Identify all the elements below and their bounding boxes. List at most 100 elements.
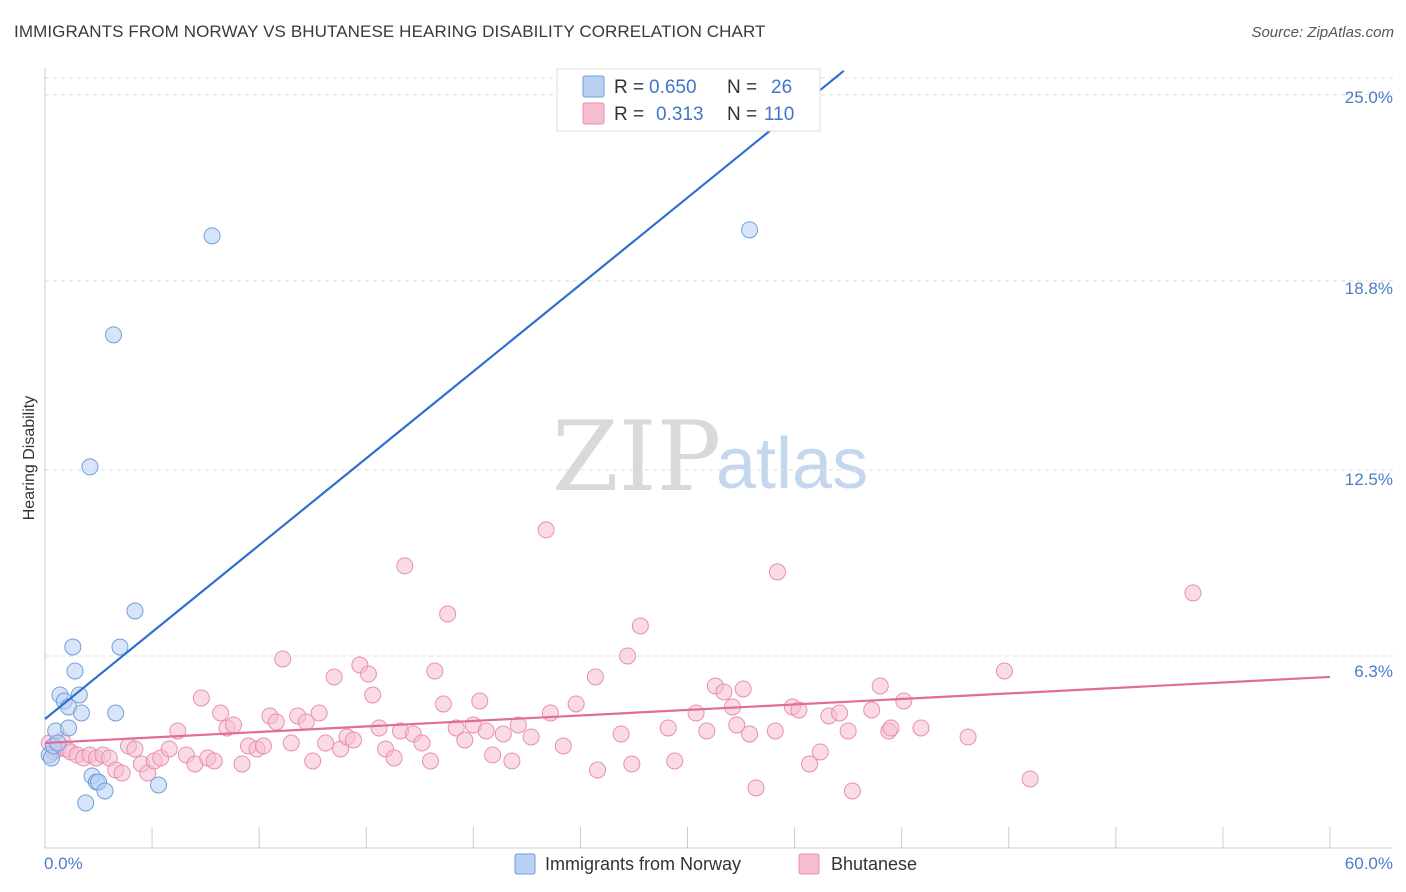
x-tick-label-min: 0.0% [44, 854, 83, 873]
bhutanese-point-42 [317, 734, 335, 752]
bhutanese-point-29 [224, 716, 242, 734]
legend-r-value-norway: 0.650 [649, 77, 697, 98]
bhutanese-point-91 [747, 779, 765, 797]
bhutanese-point-24 [192, 689, 210, 707]
bhutanese-point-79 [623, 755, 641, 773]
norway-point-25 [741, 221, 759, 239]
bhutanese-point-64 [471, 692, 489, 710]
norway-point-22 [126, 602, 144, 620]
norway-point-23 [150, 776, 168, 794]
bhutanese-point-86 [715, 683, 733, 701]
bottom-legend: Immigrants from Norway Bhutanese [514, 853, 917, 875]
bhutanese-point-78 [619, 647, 637, 665]
bhutanese-point-62 [456, 731, 474, 749]
watermark: ZIP atlas [552, 401, 868, 513]
bhutanese-point-102 [863, 701, 881, 719]
bhutanese-point-88 [728, 716, 746, 734]
bhutanese-point-101 [843, 782, 861, 800]
norway-points [40, 221, 759, 812]
norway-point-14 [81, 458, 99, 476]
watermark-zip: ZIP [552, 401, 721, 513]
bhutanese-point-108 [959, 728, 977, 746]
legend-n-label-bhutanese: N = [727, 104, 757, 125]
legend-n-value-bhutanese: 110 [764, 104, 794, 125]
y-tick-label-12-5: 12.5% [1345, 470, 1393, 489]
watermark-atlas: atlas [716, 424, 868, 504]
bhutanese-point-70 [522, 728, 540, 746]
bhutanese-point-36 [274, 650, 292, 668]
bhutanese-point-37 [282, 734, 300, 752]
bhutanese-point-33 [254, 737, 272, 755]
legend-r-value-bhutanese: 0.313 [656, 104, 704, 125]
bottom-legend-swatch-bhutanese [798, 853, 820, 875]
bhutanese-point-61 [447, 719, 465, 737]
bhutanese-point-40 [304, 752, 322, 770]
bhutanese-point-52 [385, 749, 403, 767]
bhutanese-point-82 [666, 752, 684, 770]
legend: R = 0.650 N = 26 R = 0.313 N = 110 [556, 68, 821, 132]
bhutanese-point-20 [160, 740, 178, 758]
bhutanese-point-106 [895, 692, 913, 710]
bhutanese-point-109 [995, 662, 1013, 680]
bhutanese-point-58 [426, 662, 444, 680]
bhutanese-point-41 [310, 704, 328, 722]
bhutanese-point-81 [659, 719, 677, 737]
bhutanese-point-72 [541, 704, 559, 722]
legend-swatch-norway [582, 75, 605, 98]
legend-r-label-norway: R = [614, 77, 644, 98]
y-tick-labels: 6.3% 12.5% 18.8% 25.0% [1345, 88, 1393, 681]
bhutanese-points [40, 521, 1202, 800]
bhutanese-point-93 [768, 563, 786, 581]
bhutanese-point-43 [325, 668, 343, 686]
bhutanese-point-67 [494, 725, 512, 743]
source-credit: Source: ZipAtlas.com [1251, 24, 1394, 41]
gridlines [45, 77, 1393, 657]
bhutanese-point-50 [370, 719, 388, 737]
norway-point-19 [105, 326, 123, 344]
legend-n-label-norway: N = [727, 77, 757, 98]
norway-point-20 [107, 704, 125, 722]
bhutanese-point-59 [434, 695, 452, 713]
chart-title: IMMIGRANTS FROM NORWAY VS BHUTANESE HEAR… [14, 22, 766, 41]
bhutanese-point-95 [790, 701, 808, 719]
norway-point-24 [203, 227, 221, 245]
bhutanese-point-69 [509, 716, 527, 734]
norway-point-10 [66, 662, 84, 680]
bhutanese-point-71 [537, 521, 555, 539]
bhutanese-point-100 [839, 722, 857, 740]
bhutanese-point-84 [698, 722, 716, 740]
legend-n-value-norway: 26 [771, 77, 792, 98]
norway-point-8 [60, 719, 78, 737]
bhutanese-point-110 [1021, 770, 1039, 788]
bhutanese-point-26 [205, 752, 223, 770]
bhutanese-point-73 [554, 737, 572, 755]
legend-swatch-bhutanese [582, 102, 605, 125]
bhutanese-point-35 [267, 713, 285, 731]
bhutanese-point-54 [396, 557, 414, 575]
bhutanese-point-13 [113, 764, 131, 782]
bhutanese-point-105 [882, 719, 900, 737]
norway-point-11 [70, 686, 88, 704]
bhutanese-point-15 [126, 740, 144, 758]
norway-point-18 [96, 782, 114, 800]
y-tick-label-6-3: 6.3% [1354, 662, 1393, 681]
bhutanese-point-60 [439, 605, 457, 623]
norway-point-21 [111, 638, 129, 656]
bhutanese-point-30 [233, 755, 251, 773]
bhutanese-point-49 [364, 686, 382, 704]
bhutanese-point-80 [631, 617, 649, 635]
norway-point-13 [77, 794, 95, 812]
y-tick-label-18-8: 18.8% [1345, 279, 1393, 298]
bhutanese-point-66 [484, 746, 502, 764]
bhutanese-point-27 [212, 704, 230, 722]
bhutanese-point-77 [612, 725, 630, 743]
bhutanese-point-65 [477, 722, 495, 740]
bhutanese-point-96 [801, 755, 819, 773]
legend-r-label-bhutanese: R = [614, 104, 644, 125]
bhutanese-point-46 [344, 731, 362, 749]
bhutanese-point-68 [503, 752, 521, 770]
bhutanese-point-48 [359, 665, 377, 683]
norway-trendline [44, 69, 845, 720]
bhutanese-point-107 [912, 719, 930, 737]
